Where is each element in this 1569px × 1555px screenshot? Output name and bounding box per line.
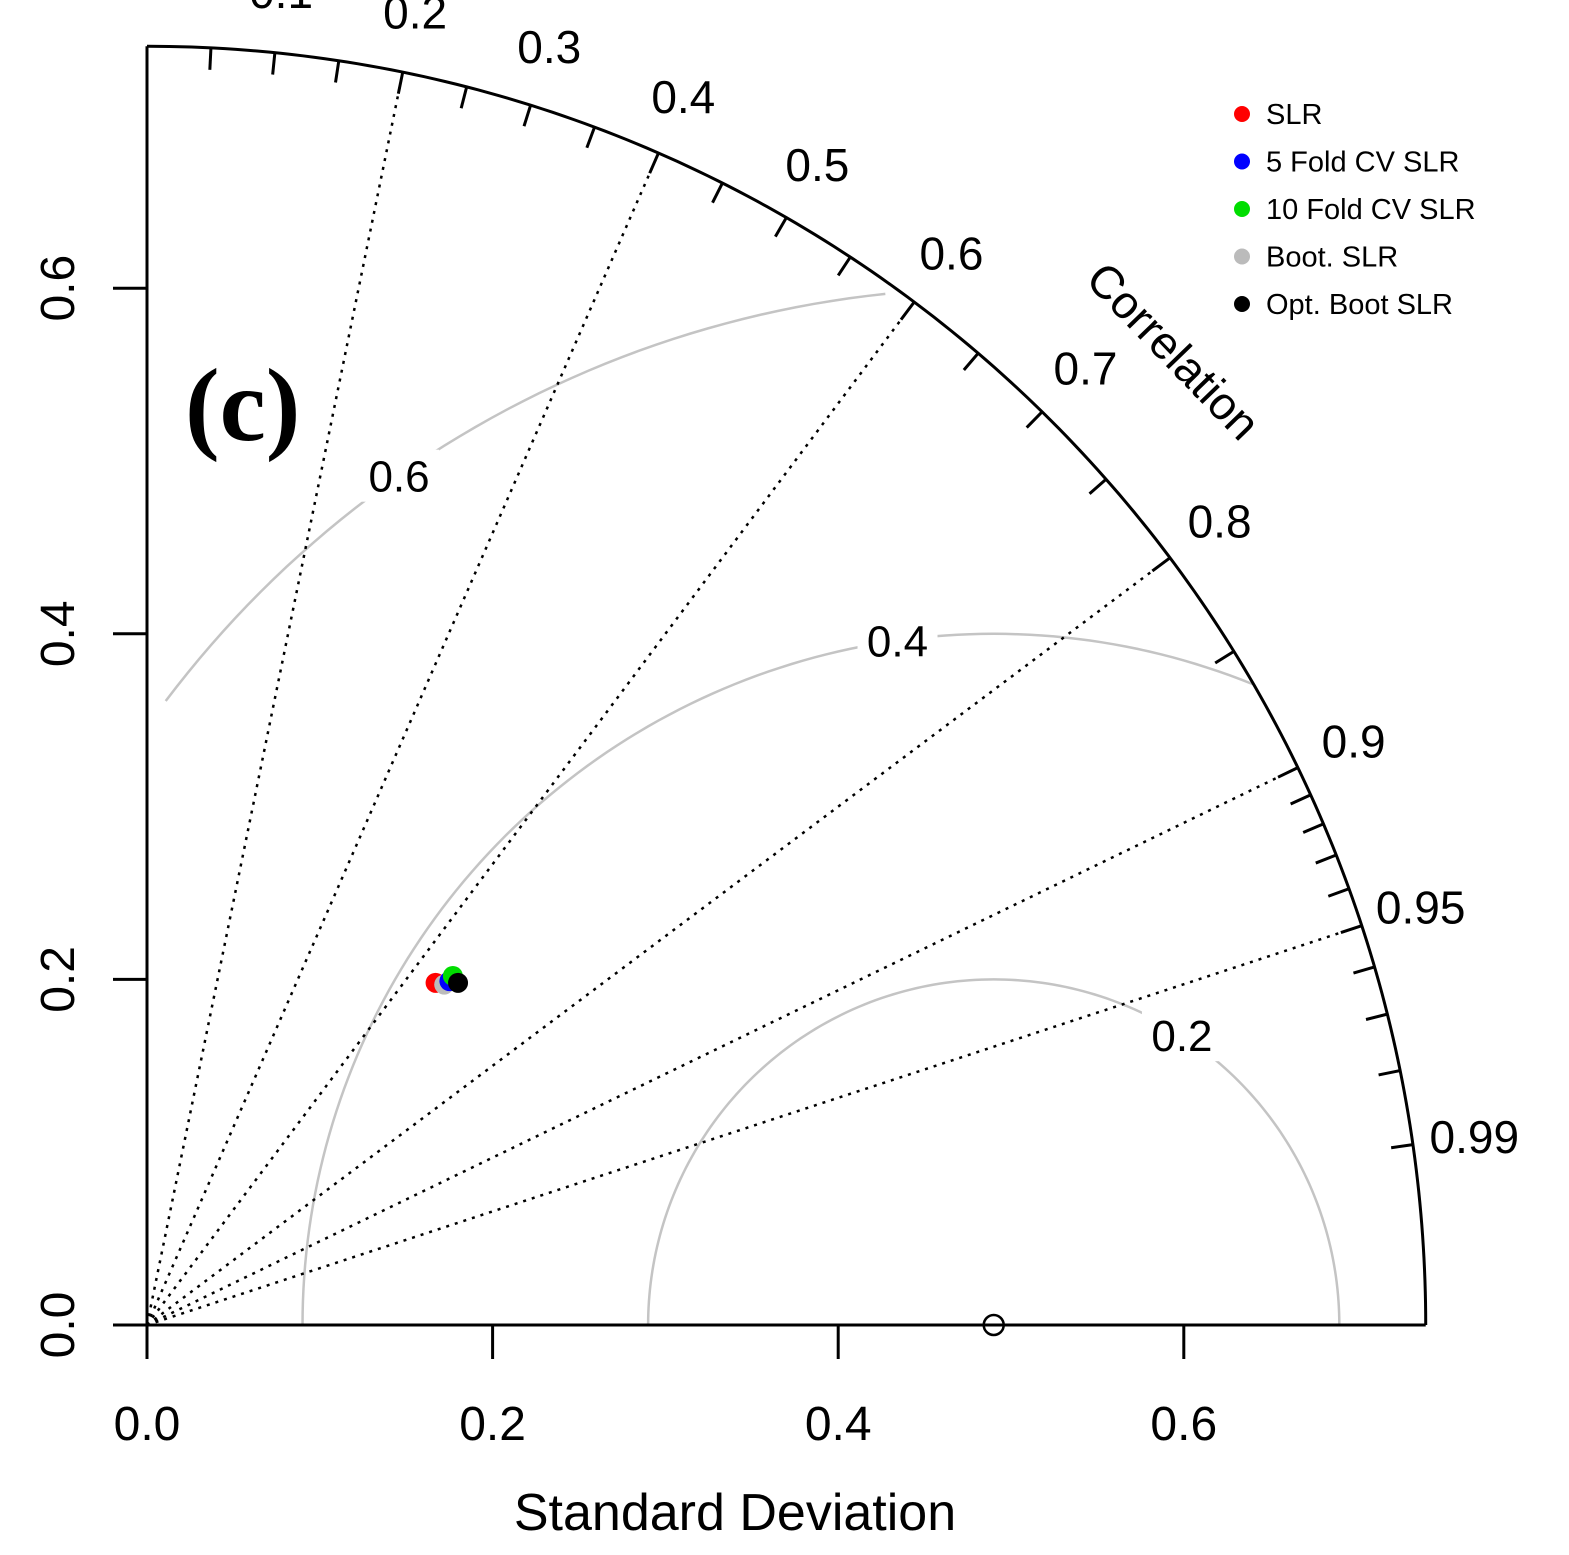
correlation-label-0.2: 0.2 bbox=[383, 0, 447, 38]
legend: SLR 5 Fold CV SLR 10 Fold CV SLR Boot. SLR O… bbox=[1234, 99, 1476, 321]
rms-label-bg bbox=[1141, 1009, 1222, 1062]
legend-marker bbox=[1234, 153, 1250, 170]
correlation-radial-0.6 bbox=[145, 301, 916, 1326]
legend-marker bbox=[1234, 201, 1250, 217]
correlation-tick bbox=[1315, 853, 1337, 865]
correlation-tick bbox=[836, 256, 852, 277]
correlation-label-0.9: 0.9 bbox=[1322, 716, 1386, 768]
legend-marker bbox=[1234, 106, 1250, 122]
correlation-tick bbox=[1214, 650, 1235, 665]
legend-label: SLR bbox=[1266, 99, 1322, 131]
outer-arc bbox=[146, 44, 1428, 1326]
y-tick-label: 0.0 bbox=[32, 1292, 85, 1359]
legend-label: 10 Fold CV SLR bbox=[1266, 194, 1476, 226]
y-tick-label: 0.2 bbox=[32, 946, 85, 1013]
x-tick-label: 0.4 bbox=[805, 1398, 872, 1451]
rms-label-0.4: 0.4 bbox=[867, 618, 928, 667]
correlation-label-0.6: 0.6 bbox=[919, 227, 983, 279]
correlation-ticks-layer: 0.1 0.2 0.3 0.4 0.5 0.6 0.7 0.8 0.9 0.95 0.99 bbox=[208, 0, 1520, 1163]
correlation-tick bbox=[585, 126, 596, 149]
correlation-tick bbox=[962, 352, 980, 371]
reference-point bbox=[982, 1313, 1005, 1337]
correlation-label-0.3: 0.3 bbox=[517, 21, 581, 73]
correlation-tick bbox=[1302, 822, 1325, 834]
correlation-tick bbox=[899, 301, 916, 321]
legend-label: 5 Fold CV SLR bbox=[1266, 147, 1459, 179]
legend-marker bbox=[1234, 296, 1250, 312]
x-tick-label: 0.0 bbox=[114, 1398, 181, 1451]
x-tick-label: 0.2 bbox=[459, 1398, 526, 1451]
correlation-tick bbox=[208, 47, 213, 70]
rms-contour-0.4 bbox=[301, 632, 1254, 1326]
correlation-tick bbox=[1289, 793, 1312, 806]
correlation-tick bbox=[1277, 766, 1299, 779]
rms-label-0.6: 0.6 bbox=[368, 453, 429, 502]
x-axis-label: Standard Deviation bbox=[514, 1484, 956, 1542]
correlation-tick bbox=[522, 104, 533, 127]
legend-label: Opt. Boot SLR bbox=[1266, 289, 1453, 321]
legend-marker bbox=[1234, 248, 1250, 265]
correlation-tick bbox=[1088, 478, 1108, 495]
y-tick-label: 0.6 bbox=[32, 255, 85, 322]
correlation-tick bbox=[459, 86, 469, 109]
correlation-radial-0.8 bbox=[146, 556, 1171, 1327]
correlation-label-0.8: 0.8 bbox=[1188, 496, 1252, 548]
rms-contour-0.2 bbox=[646, 978, 1341, 1326]
correlation-tick bbox=[1365, 1012, 1388, 1021]
correlation-tick bbox=[648, 152, 660, 174]
correlation-tick bbox=[271, 52, 277, 75]
correlation-label-0.95: 0.95 bbox=[1376, 881, 1466, 933]
correlation-tick bbox=[334, 60, 341, 83]
point-opt-boot-slr bbox=[448, 972, 469, 993]
correlation-tick bbox=[1378, 1069, 1401, 1077]
correlation-tick bbox=[1151, 556, 1171, 573]
rms-contour-0.6 bbox=[164, 292, 886, 702]
rms-label-bg bbox=[857, 614, 938, 667]
correlation-label-0.99: 0.99 bbox=[1430, 1111, 1520, 1163]
x-tick-label: 0.6 bbox=[1150, 1398, 1217, 1451]
panel-label: (c) bbox=[185, 348, 300, 463]
axes-layer: 0.0 0.2 0.4 0.6 0.0 0.2 0.4 0.6 bbox=[32, 255, 1217, 1451]
correlation-label-0.7: 0.7 bbox=[1054, 343, 1118, 395]
correlation-label-0.4: 0.4 bbox=[651, 71, 715, 123]
correlation-radial-0.9 bbox=[146, 766, 1299, 1327]
data-points-layer bbox=[425, 965, 469, 995]
correlation-radial-0.2 bbox=[145, 71, 404, 1326]
correlation-radial-0.95 bbox=[146, 924, 1363, 1327]
diagram-frame bbox=[145, 44, 1428, 1327]
correlation-tick bbox=[1327, 887, 1350, 898]
correlation-radial-0.4 bbox=[145, 152, 660, 1326]
y-tick-label: 0.4 bbox=[32, 600, 85, 667]
correlation-label-0.1: 0.1 bbox=[249, 0, 313, 18]
correlation-tick bbox=[1025, 410, 1044, 429]
correlation-tick bbox=[1353, 965, 1375, 975]
rms-label-bg bbox=[359, 449, 440, 502]
correlation-tick bbox=[774, 216, 788, 238]
legend-label: Boot. SLR bbox=[1266, 242, 1398, 274]
correlation-tick bbox=[711, 182, 724, 204]
rms-label-0.2: 0.2 bbox=[1151, 1012, 1212, 1061]
correlation-tick bbox=[1390, 1143, 1414, 1150]
correlation-tick bbox=[396, 71, 405, 94]
correlation-label-0.5: 0.5 bbox=[785, 139, 849, 191]
correlation-tick bbox=[1340, 924, 1363, 935]
rms-contours-layer: 0.2 0.4 0.6 bbox=[164, 292, 1341, 1326]
correlation-radial-lines bbox=[145, 71, 1363, 1327]
